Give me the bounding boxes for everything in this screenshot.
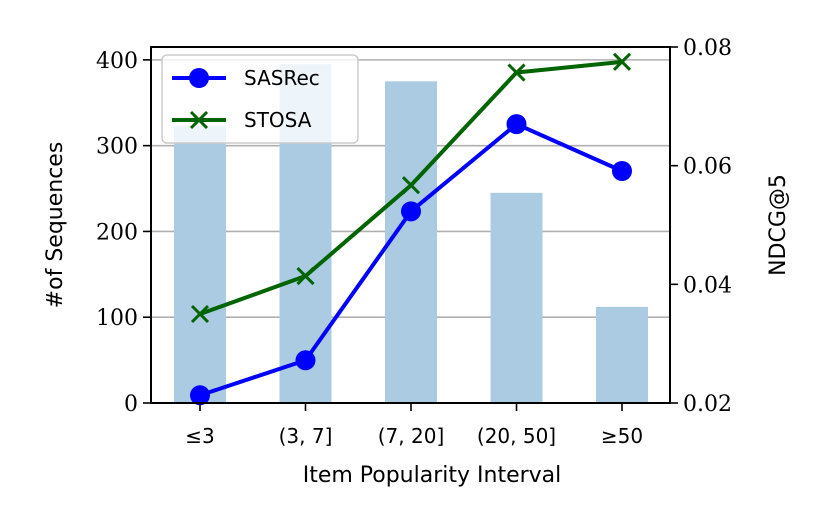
x-axis-title: Item Popularity Interval (303, 463, 562, 488)
legend-label: SASRec (244, 66, 320, 90)
left-tick-label: 0 (124, 392, 138, 417)
right-tick-label: 0.04 (683, 273, 732, 298)
legend-marker (189, 110, 209, 130)
bar-0 (174, 125, 226, 404)
right-axis: 0.02 0.04 0.06 0.08 (670, 36, 732, 417)
right-tick-label: 0.06 (683, 155, 732, 180)
point-sasrec-2 (401, 201, 421, 222)
bar-3 (490, 192, 543, 403)
right-tick-label: 0.02 (683, 392, 732, 417)
bar-2 (385, 81, 437, 403)
point-sasrec-3 (506, 114, 527, 135)
x-tick-label: (3, 7] (279, 424, 333, 448)
legend-item-sasrec: SASRec (172, 66, 320, 90)
series-lines (190, 52, 632, 406)
point-sasrec-1 (295, 350, 316, 371)
left-axis: 0 100 200 300 400 (96, 49, 151, 417)
point-sasrec-0 (190, 385, 210, 406)
right-axis-title: NDCG@5 (766, 174, 791, 276)
legend: SASRec STOSA (161, 54, 359, 144)
point-sasrec-4 (612, 161, 632, 182)
x-tick-label: ≤3 (185, 424, 214, 448)
left-tick-label: 200 (96, 220, 138, 245)
x-axis: ≤3 (3, 7] (7, 20] (20, 50] ≥50 (185, 403, 643, 448)
legend-marker (189, 68, 209, 88)
x-tick-label: (20, 50] (477, 424, 556, 448)
x-tick-label: ≥50 (601, 424, 643, 448)
left-tick-label: 300 (96, 135, 138, 160)
bars (174, 64, 648, 404)
left-axis-title: #of Sequences (43, 142, 68, 309)
x-tick-label: (7, 20] (378, 424, 445, 448)
point-stosa-0 (190, 304, 210, 324)
right-tick-label: 0.08 (683, 36, 732, 61)
left-tick-label: 400 (96, 49, 138, 74)
point-stosa-1 (296, 266, 315, 286)
legend-label: STOSA (244, 108, 312, 132)
point-stosa-3 (507, 63, 526, 82)
point-stosa-4 (612, 52, 632, 71)
point-stosa-2 (401, 176, 421, 195)
left-tick-label: 100 (96, 306, 138, 331)
bar-4 (596, 306, 648, 403)
legend-item-stosa: STOSA (172, 108, 312, 132)
